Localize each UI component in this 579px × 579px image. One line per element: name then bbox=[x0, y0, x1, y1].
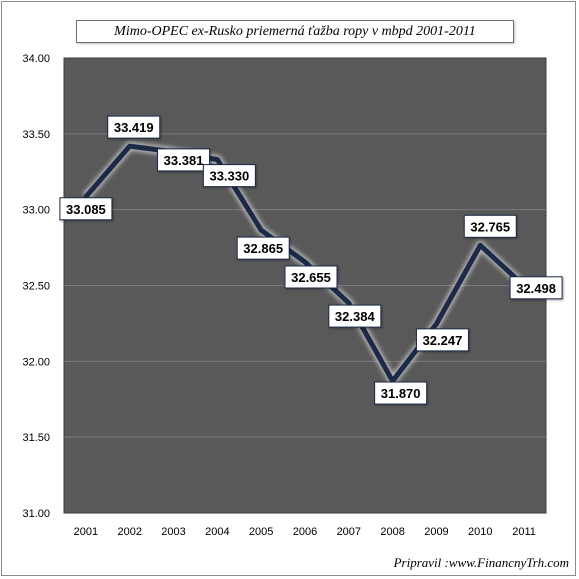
data-label-text: 32.498 bbox=[516, 281, 556, 296]
data-label-text: 33.330 bbox=[209, 169, 249, 184]
data-label-text: 32.384 bbox=[335, 309, 376, 324]
x-tick-label: 2002 bbox=[117, 526, 141, 538]
data-label-box bbox=[374, 381, 428, 405]
data-label-box bbox=[463, 214, 517, 238]
data-label-text: 32.247 bbox=[423, 333, 463, 348]
y-axis-ticks: 34.00 33.50 33.00 32.50 32.00 31.50 31.00 bbox=[22, 53, 50, 520]
data-label-text: 31.870 bbox=[381, 386, 421, 401]
x-tick-label: 2010 bbox=[468, 526, 492, 538]
credit-text: Pripravil :www.FinancnyTrh.com bbox=[393, 555, 569, 570]
data-label-box bbox=[107, 115, 161, 139]
data-label: 33.419 bbox=[107, 115, 161, 139]
data-label-box bbox=[202, 164, 256, 188]
data-label-box bbox=[415, 328, 469, 352]
x-axis-ticks: 2001 2002 2003 2004 2005 2006 2007 2008 2009 2010… bbox=[74, 526, 536, 538]
y-tick-label: 32.50 bbox=[22, 281, 50, 293]
data-label-box bbox=[328, 304, 382, 328]
data-label: 32.655 bbox=[284, 265, 338, 289]
data-label-box bbox=[157, 148, 211, 172]
data-label-box bbox=[509, 276, 563, 300]
y-tick-label: 33.00 bbox=[22, 205, 50, 217]
x-tick-label: 2001 bbox=[74, 526, 98, 538]
chart-title: Mimo-OPEC ex-Rusko priemerná ťažba ropy … bbox=[76, 20, 514, 43]
data-label-text: 32.865 bbox=[243, 241, 283, 256]
x-tick-label: 2007 bbox=[337, 526, 361, 538]
data-label: 33.381 bbox=[157, 148, 211, 172]
data-label: 32.765 bbox=[463, 214, 517, 238]
x-tick-label: 2006 bbox=[293, 526, 317, 538]
data-label: 31.870 bbox=[374, 381, 428, 405]
y-tick-label: 33.50 bbox=[22, 129, 50, 141]
data-label: 33.330 bbox=[202, 164, 256, 188]
data-label-box bbox=[59, 197, 113, 221]
data-label-text: 33.419 bbox=[114, 120, 154, 135]
y-tick-label: 32.00 bbox=[22, 356, 50, 368]
data-label-text: 33.085 bbox=[66, 202, 106, 217]
data-label-box bbox=[236, 236, 290, 260]
x-tick-label: 2003 bbox=[161, 526, 185, 538]
data-label: 32.498 bbox=[509, 276, 563, 300]
data-label: 33.085 bbox=[59, 197, 113, 221]
data-label-box bbox=[284, 265, 338, 289]
x-tick-label: 2011 bbox=[512, 526, 536, 538]
x-tick-label: 2009 bbox=[424, 526, 448, 538]
data-label: 32.247 bbox=[415, 328, 469, 352]
data-label-text: 32.765 bbox=[470, 219, 510, 234]
x-tick-label: 2004 bbox=[205, 526, 229, 538]
data-labels: 33.085 33.419 33.381 33.330 32.865 32.655 32.3… bbox=[59, 115, 563, 405]
y-tick-label: 34.00 bbox=[22, 53, 50, 65]
x-tick-label: 2005 bbox=[249, 526, 273, 538]
data-label-text: 33.381 bbox=[164, 153, 204, 168]
data-label-text: 32.655 bbox=[291, 270, 331, 285]
y-tick-label: 31.50 bbox=[22, 432, 50, 444]
x-tick-label: 2008 bbox=[380, 526, 404, 538]
data-label: 32.384 bbox=[328, 304, 382, 328]
y-tick-label: 31.00 bbox=[22, 508, 50, 520]
data-label: 32.865 bbox=[236, 236, 290, 260]
